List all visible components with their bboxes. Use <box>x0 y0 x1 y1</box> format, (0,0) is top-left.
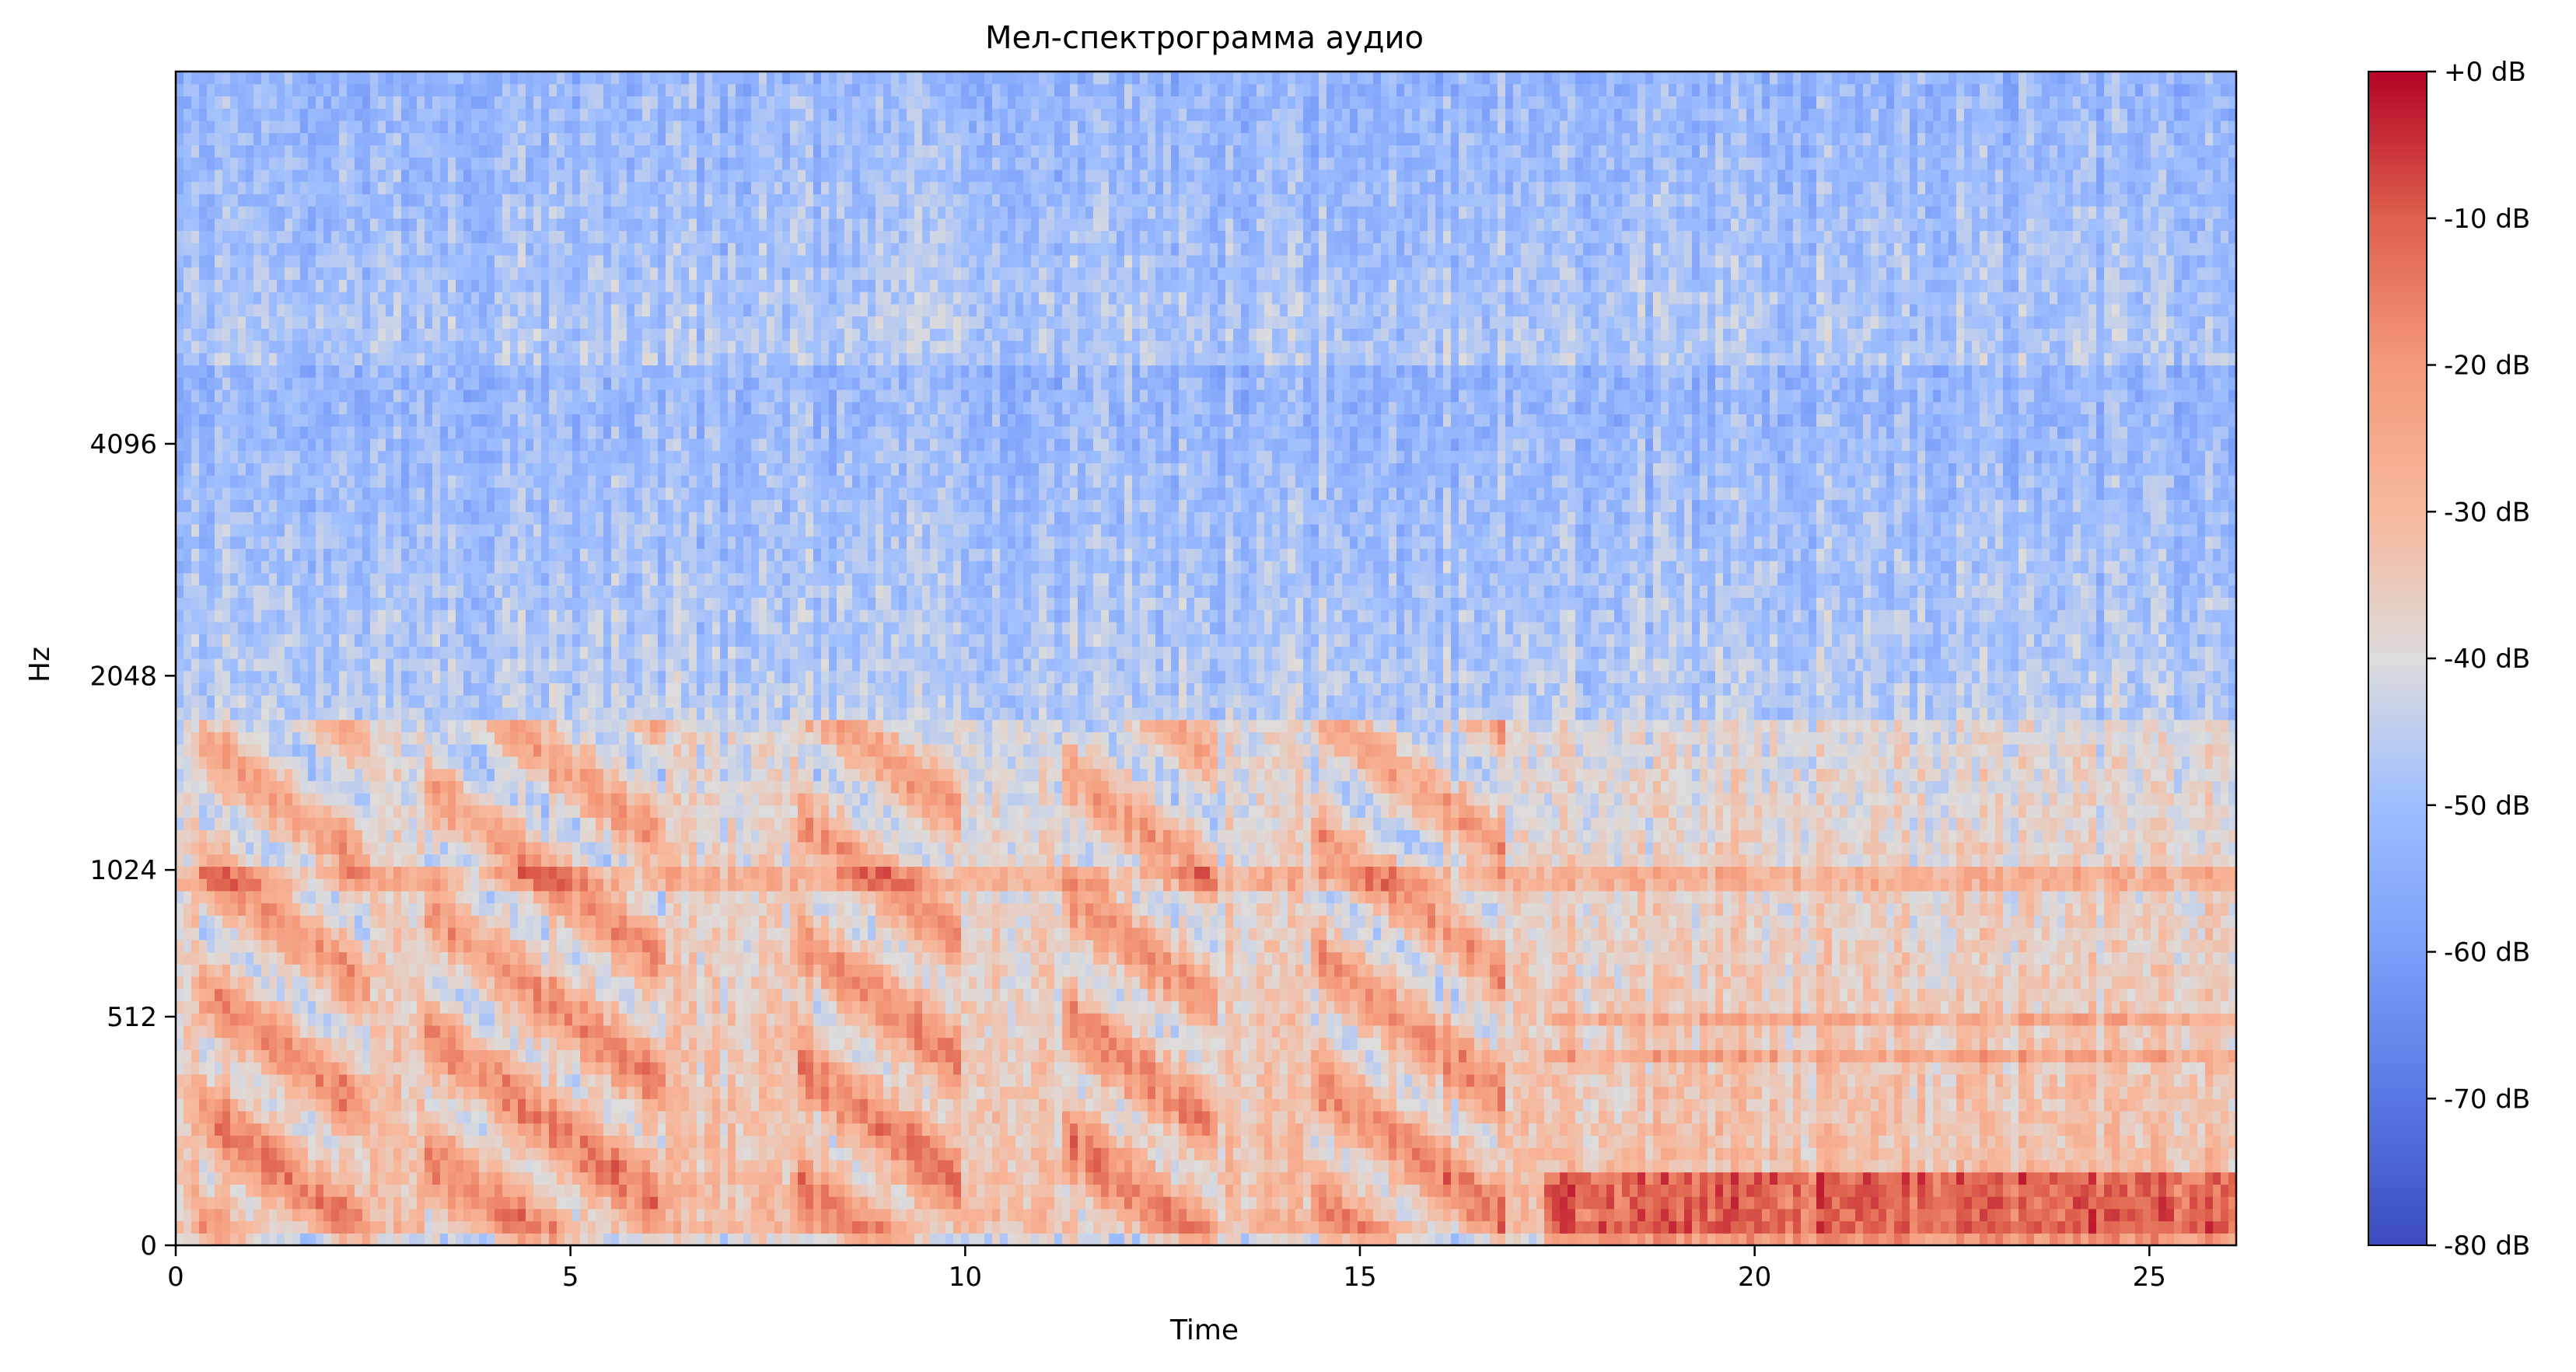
colorbar-tick-label: +0 dB <box>2444 57 2526 88</box>
colorbar-tick-label: -20 dB <box>2444 351 2530 382</box>
y-tick-label: 2048 <box>89 661 157 692</box>
colorbar <box>2368 72 2427 1245</box>
colorbar-tick-label: -10 dB <box>2444 204 2530 235</box>
x-tick-label: 25 <box>2133 1262 2166 1293</box>
x-tick-label: 20 <box>1738 1262 1771 1293</box>
colorbar-tick-label: -40 dB <box>2444 644 2530 675</box>
colorbar-tick-label: -30 dB <box>2444 497 2530 528</box>
y-axis: 0 512 1024 2048 4096 <box>89 429 176 1262</box>
colorbar-tick-label: -50 dB <box>2444 791 2530 822</box>
x-tick-label: 10 <box>949 1262 982 1293</box>
x-tick-label: 15 <box>1343 1262 1376 1293</box>
y-axis-label: Hz <box>24 647 56 683</box>
x-axis-label: Time <box>1169 1314 1239 1346</box>
x-tick-label: 5 <box>562 1262 579 1293</box>
y-tick-label: 1024 <box>89 855 157 886</box>
colorbar-tick-label: -60 dB <box>2444 937 2530 969</box>
y-tick-label: 512 <box>107 1002 157 1033</box>
x-tick-label: 0 <box>167 1262 184 1293</box>
y-tick-label: 4096 <box>89 429 157 460</box>
colorbar-axis: +0 dB -10 dB -20 dB -30 dB -40 dB -50 dB -60 d… <box>2427 57 2530 1262</box>
y-tick-label: 0 <box>140 1231 157 1262</box>
colorbar-tick-label: -80 dB <box>2444 1231 2530 1262</box>
colorbar-tick-label: -70 dB <box>2444 1084 2530 1115</box>
spectrogram-heatmap <box>176 72 2237 1246</box>
x-axis: 0 5 10 15 20 25 <box>167 1245 2166 1293</box>
chart-title: Мел-спектрограмма аудио <box>985 20 1424 56</box>
